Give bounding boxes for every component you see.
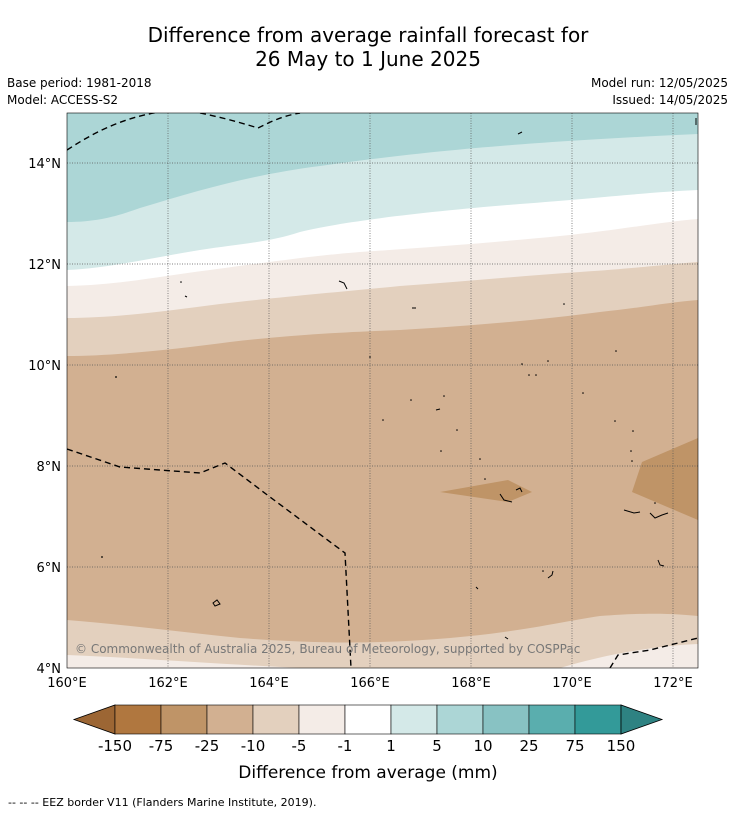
patch-minus25-center: [440, 480, 532, 502]
band-minus5-south: [67, 613, 698, 668]
colorbar-segment: [298, 704, 346, 735]
forecast-field: [67, 113, 698, 668]
colorbar-segment: [206, 704, 254, 735]
island-outline: [435, 408, 441, 411]
longitude-label: 170°E: [552, 676, 592, 691]
colorbar-segment: [390, 704, 438, 735]
colorbar-tick-label: -5: [292, 737, 307, 755]
colorbar-tick-label: -150: [98, 737, 132, 755]
longitude-label: 160°E: [47, 676, 87, 691]
latitude-tick-labels: 14°N 12°N 10°N 8°N 6°N 4°N: [28, 157, 61, 677]
colorbar-extend-low: [72, 704, 116, 735]
island-outline: [499, 487, 523, 503]
eez-border-south-east: [609, 637, 698, 668]
base-period-text: Base period: 1981-2018: [7, 76, 152, 90]
colorbar-tick-label: -10: [241, 737, 266, 755]
longitude-label: 162°E: [148, 676, 188, 691]
eez-borders: [67, 113, 698, 668]
atoll-dots: [101, 281, 656, 572]
island-outline: [475, 586, 479, 590]
latitude-label: 8°N: [37, 460, 62, 475]
colorbar-tick-label: 5: [432, 737, 442, 755]
map-title-line-2: 26 May to 1 June 2025: [255, 47, 481, 71]
eez-legend-note: -- -- -- EEZ border V11 (Flanders Marine…: [8, 796, 317, 809]
longitude-label: 172°E: [653, 676, 693, 691]
longitude-label: 168°E: [451, 676, 491, 691]
model-text: Model: ACCESS-S2: [7, 93, 119, 107]
colorbar: [72, 704, 664, 735]
latitude-label: 10°N: [28, 359, 61, 374]
colorbar-extend-high: [620, 704, 664, 735]
island-outline: [623, 509, 669, 519]
map-title-line-1: Difference from average rainfall forecas…: [147, 23, 589, 47]
latitude-label: 12°N: [28, 258, 61, 273]
colorbar-title: Difference from average (mm): [238, 763, 497, 783]
colorbar-segment: [344, 704, 392, 735]
colorbar-segment: [252, 704, 300, 735]
colorbar-tick-label: -25: [195, 737, 220, 755]
island-outline: [338, 280, 348, 290]
colorbar-segment: [436, 704, 484, 735]
model-run-text: Model run: 12/05/2025: [590, 76, 728, 90]
colorbar-labels: -150 -75 -25 -10 -5 -1 1 5 10 25 75 150: [98, 737, 635, 755]
island-outline: [547, 570, 554, 579]
map-frame: [66, 112, 699, 669]
band-minus1-southwest: [67, 655, 300, 668]
colorbar-tick-label: 1: [386, 737, 396, 755]
island-outline: [504, 636, 509, 640]
colorbar-segment: [574, 704, 622, 735]
patch-minus25-east: [632, 438, 698, 520]
island-outline: [657, 559, 665, 567]
longitude-label: 166°E: [350, 676, 390, 691]
graticule: [67, 113, 698, 668]
colorbar-tick-label: -1: [338, 737, 353, 755]
issued-text: Issued: 14/05/2025: [612, 93, 728, 107]
band-minus1-southeast: [560, 644, 698, 668]
colorbar-tick-label: -75: [149, 737, 174, 755]
colorbar-tick-label: 150: [607, 737, 636, 755]
latitude-label: 4°N: [37, 662, 62, 677]
colorbar-tick-label: 10: [473, 737, 492, 755]
eez-border-north: [199, 113, 301, 129]
island-outlines: [184, 118, 697, 640]
latitude-label: 6°N: [37, 561, 62, 576]
island-outline: [212, 599, 221, 607]
island-outline: [517, 131, 523, 135]
band-minus10: [67, 300, 698, 668]
copyright-text: © Commonwealth of Australia 2025, Bureau…: [75, 642, 580, 656]
colorbar-segment: [114, 704, 162, 735]
colorbar-segment: [528, 704, 576, 735]
colorbar-tick-label: 75: [565, 737, 584, 755]
eez-border-marshall: [67, 448, 352, 668]
colorbar-segment: [482, 704, 530, 735]
latitude-label: 14°N: [28, 157, 61, 172]
colorbar-tick-label: 25: [519, 737, 538, 755]
longitude-label: 164°E: [249, 676, 289, 691]
longitude-tick-labels: 160°E 162°E 164°E 166°E 168°E 170°E 172°E: [47, 676, 693, 691]
island-outline: [184, 295, 188, 298]
colorbar-segment: [160, 704, 208, 735]
